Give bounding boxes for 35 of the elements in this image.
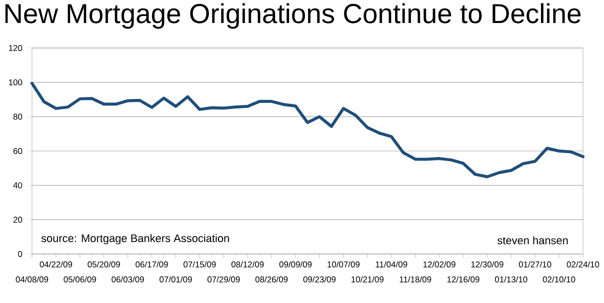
y-tick-label: 0 xyxy=(18,251,22,257)
x-tick-label: 07/01/09 xyxy=(160,276,192,282)
x-tick-label: 07/15/09 xyxy=(184,261,216,268)
x-tick-label: 12/16/09 xyxy=(447,276,480,282)
x-tick-label: 12/02/09 xyxy=(423,261,456,268)
chart-title: New Mortgage Originations Continue to Decline xyxy=(5,3,581,29)
x-tick-label: 08/12/09 xyxy=(231,261,264,268)
x-tick-label: 01/27/10 xyxy=(518,261,552,268)
x-tick-label: 11/04/09 xyxy=(376,261,408,268)
x-tick-label: 04/08/09 xyxy=(16,276,48,282)
y-tick-label: 20 xyxy=(13,216,22,223)
x-tick-label: 09/09/09 xyxy=(279,261,312,268)
line-series xyxy=(30,82,585,178)
x-tick-label: 02/24/10 xyxy=(566,261,600,268)
x-tick-label: 01/13/10 xyxy=(494,276,528,282)
x-tick-label: 11/18/09 xyxy=(400,276,432,282)
x-tick-label: 08/26/09 xyxy=(255,276,288,282)
x-tick-label: 09/23/09 xyxy=(303,276,336,282)
y-tick-label: 80 xyxy=(13,114,22,120)
x-tick-label: 04/22/09 xyxy=(40,261,72,268)
x-tick-label: 07/29/09 xyxy=(208,276,240,282)
x-tick-label: 06/03/09 xyxy=(112,276,144,282)
x-tick-label: 05/20/09 xyxy=(88,261,120,268)
annotation: steven hansen xyxy=(497,236,568,244)
x-tick-label: 02/10/10 xyxy=(542,276,576,282)
x-tick-label: 12/30/09 xyxy=(471,261,504,268)
x-tick-label: 05/06/09 xyxy=(64,276,96,282)
x-tick-label: 10/07/09 xyxy=(328,261,360,268)
y-tick-label: 60 xyxy=(14,148,22,154)
x-tick-label: 06/17/09 xyxy=(136,261,168,268)
y-tick-label: 40 xyxy=(13,182,22,188)
y-tick-label: 120 xyxy=(8,45,22,51)
y-tick-label: 100 xyxy=(8,79,22,86)
x-tick-label: 10/21/09 xyxy=(352,276,384,282)
annotation: source: Mortgage Bankers Association xyxy=(41,234,229,244)
